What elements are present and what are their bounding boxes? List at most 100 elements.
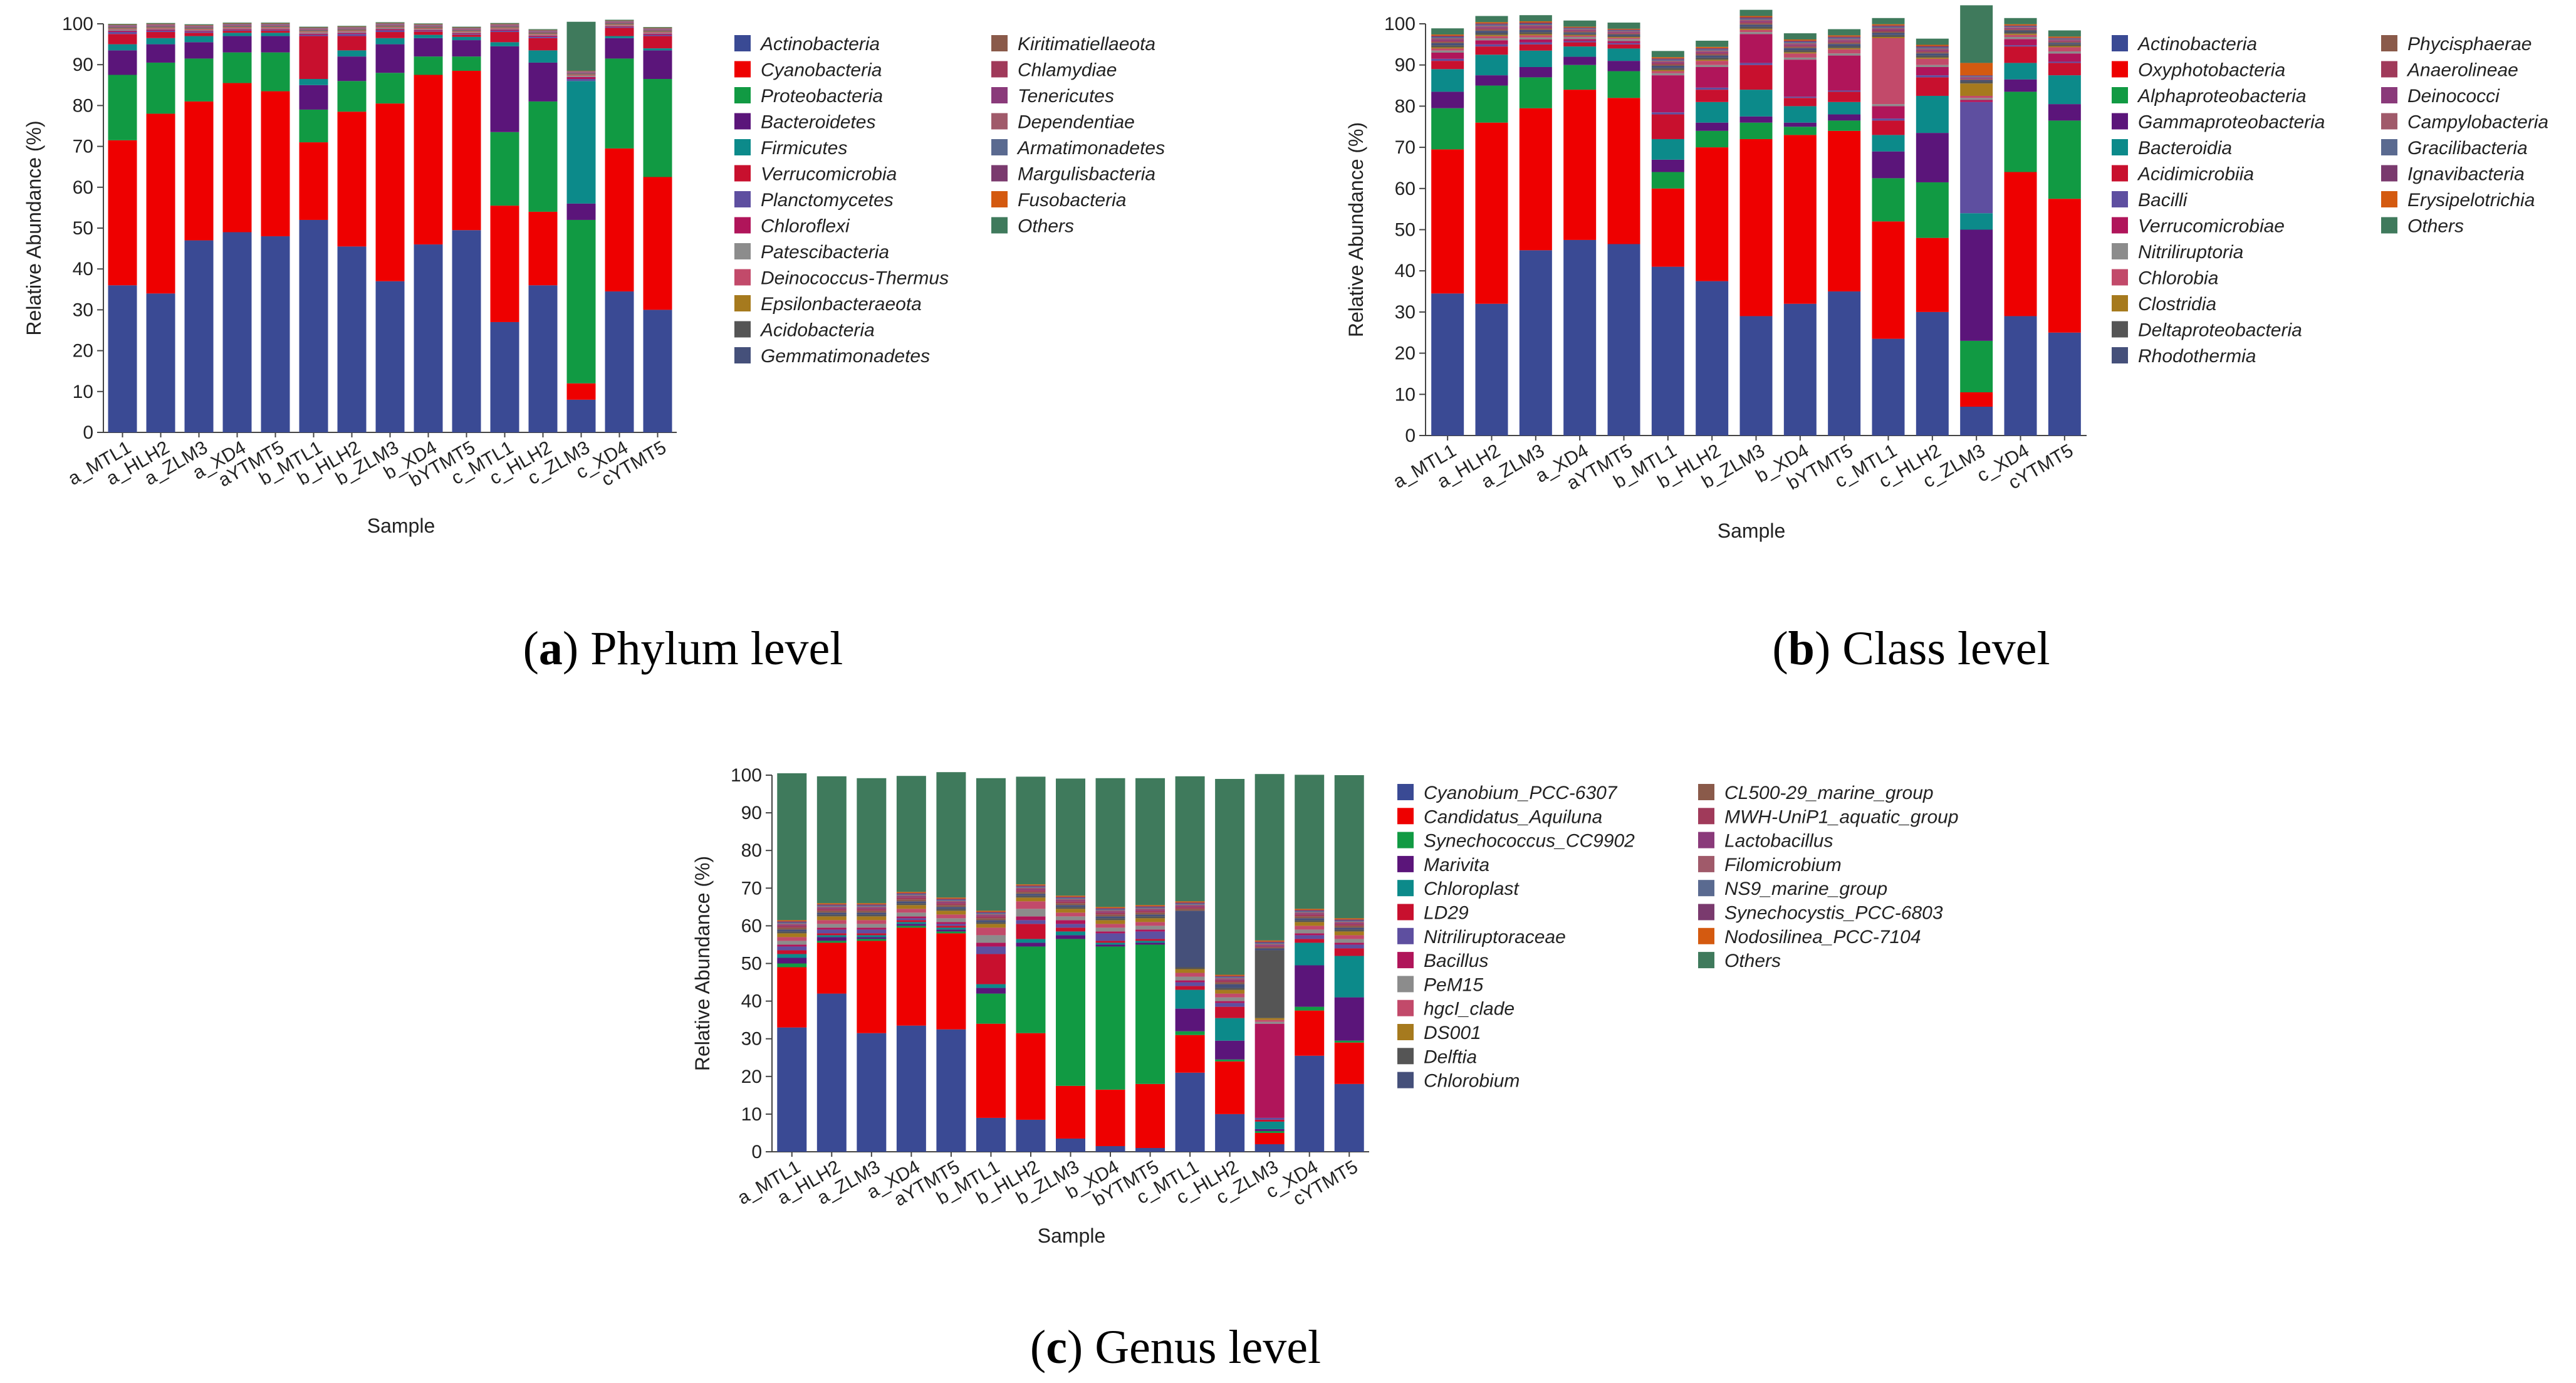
bar-segment <box>337 56 367 81</box>
y-tick-label: 40 <box>73 259 93 279</box>
legend-label: Bacteroidia <box>2138 138 2232 159</box>
bar-segment <box>1215 978 1245 979</box>
y-tick-label: 10 <box>73 382 93 402</box>
bar-segment <box>1095 927 1125 932</box>
bar-segment <box>896 922 926 924</box>
bar-segment <box>490 46 519 132</box>
y-tick-label: 0 <box>751 1142 762 1162</box>
bar-segment <box>375 24 405 26</box>
y-tick-label: 60 <box>73 177 93 198</box>
caption-text: Phylum level <box>578 622 843 675</box>
bar-segment <box>1295 922 1325 926</box>
bar-segment <box>146 62 175 114</box>
legend-swatch <box>1397 927 1414 944</box>
legend-label: PeM15 <box>1424 974 1483 995</box>
legend-swatch <box>1698 904 1714 921</box>
bar-segment <box>1607 31 1640 33</box>
bar-segment <box>1916 182 1949 238</box>
bar-segment <box>1696 90 1729 102</box>
bar-segment <box>1519 26 1552 28</box>
legend-swatch <box>2112 269 2128 286</box>
bar-segment <box>184 24 214 26</box>
legend-label: Marivita <box>1424 855 1489 875</box>
bar-segment <box>2048 120 2081 199</box>
legend-label: Epsilonbacteraeota <box>761 294 922 315</box>
bar-segment <box>816 903 847 905</box>
y-tick-label: 80 <box>73 95 93 116</box>
bar-segment <box>1135 914 1165 917</box>
bar-segment <box>490 23 519 24</box>
bar-segment <box>605 21 634 23</box>
bar-segment <box>1215 1040 1245 1060</box>
legend-swatch <box>2381 113 2397 130</box>
bar-segment <box>1295 1006 1325 1011</box>
bar-segment <box>1095 911 1125 913</box>
bar-segment <box>222 26 252 27</box>
bar-segment <box>1828 55 1861 91</box>
legend-label: NS9_marine_group <box>1724 879 1887 899</box>
bar-segment <box>1056 897 1085 899</box>
bar-segment <box>528 101 558 212</box>
bar-segment <box>1828 35 1861 37</box>
bar-segment <box>1563 20 1597 27</box>
bar-segment <box>896 912 926 917</box>
legend-swatch <box>1397 952 1414 969</box>
bar-segment <box>1175 907 1205 909</box>
bar-segment <box>605 24 634 26</box>
bar-segment <box>1254 1021 1285 1024</box>
bar-segment <box>452 28 481 29</box>
legend-swatch <box>2112 347 2128 363</box>
bar-segment <box>896 901 926 904</box>
bar-segment <box>1563 65 1597 90</box>
bar-segment <box>1783 106 1817 123</box>
bar-segment <box>1916 38 1949 45</box>
bar-segment <box>1295 916 1325 919</box>
legend-swatch <box>2381 87 2397 103</box>
bar-segment <box>1475 29 1508 31</box>
bar-segment <box>184 58 214 102</box>
bar-segment <box>1739 24 1773 27</box>
bar-segment <box>1475 122 1508 304</box>
bar-segment <box>1334 775 1364 919</box>
bar-segment <box>1960 81 1993 84</box>
bar-segment <box>1016 897 1046 902</box>
bar-segment <box>1607 48 1640 61</box>
bar-segment <box>414 28 443 29</box>
legend-label: Deinococci <box>2407 86 2500 107</box>
bar-segment <box>1739 22 1773 24</box>
bar-segment <box>857 929 887 934</box>
bar-segment <box>1016 901 1046 909</box>
legend-swatch <box>734 295 751 311</box>
bar-segment <box>1215 1003 1245 1007</box>
bar-segment <box>1519 21 1552 23</box>
bar-segment <box>490 26 519 27</box>
bar-segment <box>816 920 847 924</box>
bar-segment <box>2048 75 2081 105</box>
bar-segment <box>1016 886 1046 888</box>
bar-segment <box>566 75 596 77</box>
bar-segment <box>857 912 887 915</box>
legend-label: Fusobacteria <box>1018 190 1126 211</box>
bar-segment <box>1916 53 1949 56</box>
bar-segment <box>337 27 367 28</box>
genus-panel: 0102030405060708090100a_MTL1a_HLH2a_ZLM3… <box>691 765 1959 1374</box>
bar-segment <box>1295 933 1325 936</box>
bar-segment <box>299 219 328 432</box>
bar-segment <box>643 48 672 51</box>
bar-segment <box>1696 49 1729 51</box>
bar-segment <box>184 36 214 43</box>
bar-segment <box>1095 907 1125 909</box>
bar-segment <box>1135 1083 1165 1148</box>
bar-segment <box>1916 66 1949 76</box>
bar-segment <box>605 21 634 22</box>
bar-segment <box>1095 920 1125 924</box>
legend-swatch <box>991 61 1008 78</box>
legend-label: Chlamydiae <box>1018 60 1117 81</box>
bar-segment <box>1828 40 1861 42</box>
bar-segment <box>375 38 405 44</box>
bar-segment <box>1095 946 1125 1090</box>
bar-segment <box>1872 120 1905 135</box>
bar-segment <box>1334 948 1364 956</box>
bar-segment <box>1334 926 1364 928</box>
bar-segment <box>299 29 328 30</box>
